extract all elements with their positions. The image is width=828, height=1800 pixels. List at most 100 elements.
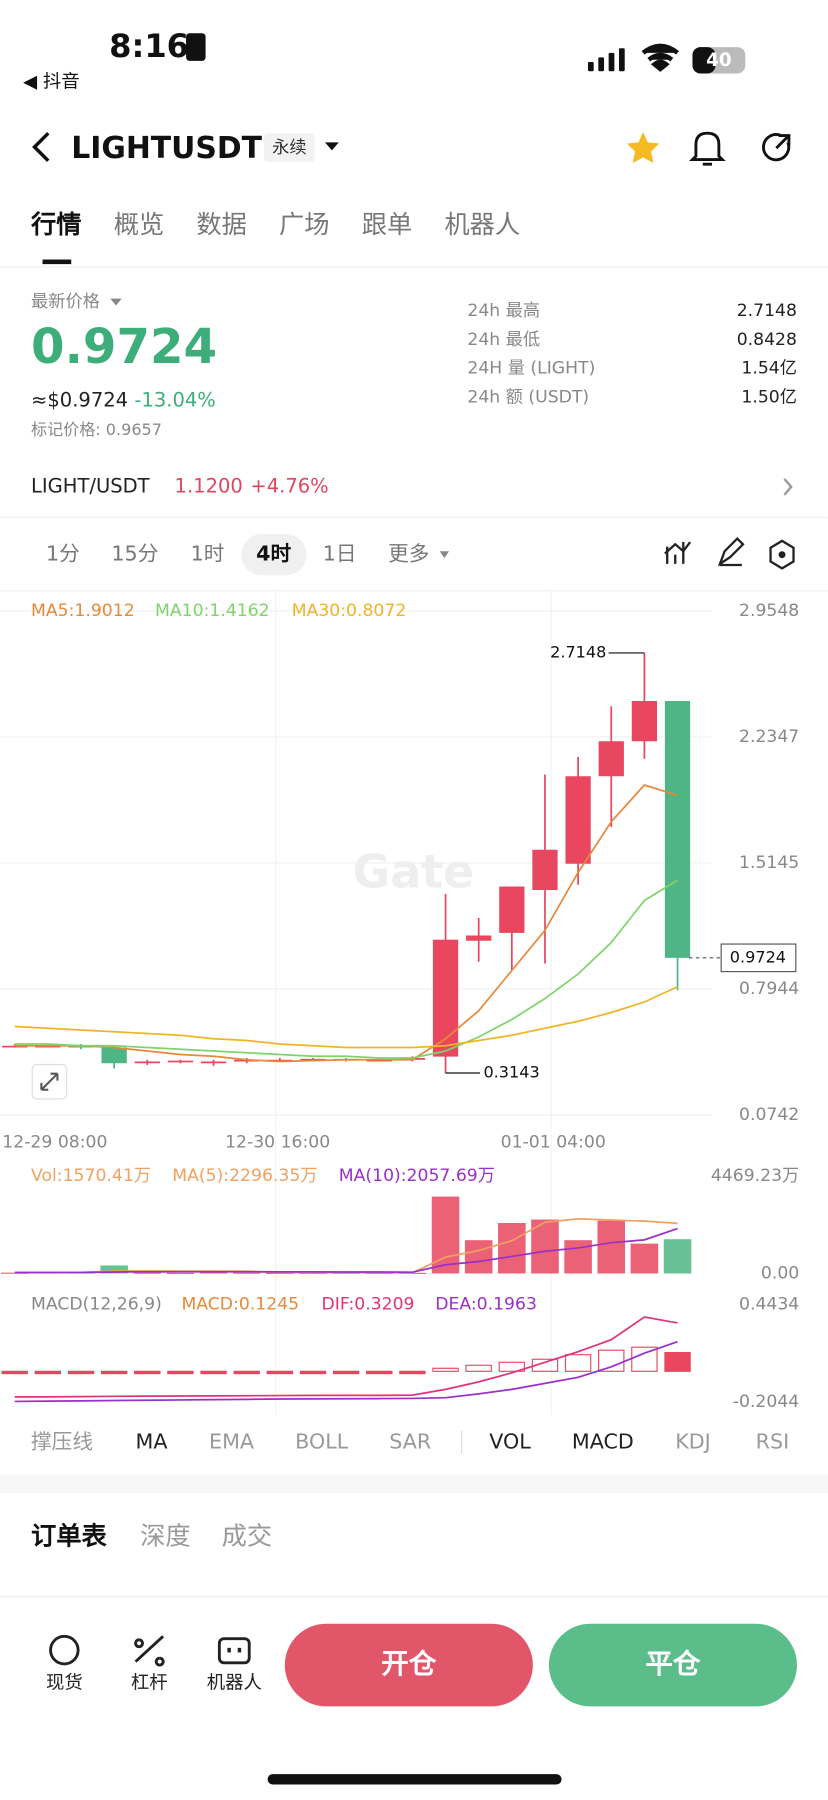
spot-icon[interactable]: [49, 1634, 80, 1666]
macd-bar: [332, 1370, 360, 1375]
bot-icon[interactable]: [217, 1637, 251, 1665]
indicator-tab[interactable]: 撑压线: [31, 1429, 93, 1453]
volume-bar: [498, 1222, 526, 1274]
ma-legend: MA10:1.4162: [155, 601, 270, 621]
interval[interactable]: 15分: [111, 542, 158, 566]
ma-line: [14, 985, 678, 1049]
macd-bar: [67, 1370, 95, 1375]
battery-level: [692, 47, 716, 74]
back-button[interactable]: [32, 131, 50, 162]
candle-body: [432, 939, 459, 1057]
tab[interactable]: 机器人: [444, 210, 520, 239]
tab[interactable]: 跟单: [362, 210, 413, 239]
indicator-icon[interactable]: [664, 541, 692, 564]
stat-value: 1.50亿: [741, 387, 797, 407]
volume-bar: [663, 1239, 692, 1274]
nav-label[interactable]: 机器人: [207, 1672, 262, 1693]
indicator-tab[interactable]: MACD: [572, 1429, 634, 1453]
interval[interactable]: 4时: [256, 542, 291, 566]
candle-body: [664, 701, 691, 958]
interval[interactable]: 更多: [388, 542, 429, 566]
chevron[interactable]: [783, 478, 793, 496]
low-annotation: 0.3143: [483, 1063, 539, 1082]
watermark: Gate: [353, 845, 475, 899]
back-to-app[interactable]: ◀ 抖音: [23, 72, 80, 93]
y-tick-label: 0.00: [761, 1263, 799, 1283]
x-tick-label: 12-29 08:00: [2, 1133, 107, 1153]
settings-icon-dot: [778, 551, 786, 559]
book-tab[interactable]: 深度: [140, 1522, 191, 1551]
macd-legend: MACD:0.1245: [181, 1294, 299, 1314]
dropdown-arrow[interactable]: [439, 551, 450, 559]
indicator-tab[interactable]: VOL: [489, 1429, 531, 1453]
indicator-tab[interactable]: SAR: [389, 1429, 431, 1453]
nav-label[interactable]: 杠杆: [131, 1672, 168, 1693]
macd-bar: [664, 1351, 691, 1372]
dropdown-arrow[interactable]: [325, 142, 339, 151]
stat-value: 1.54亿: [741, 359, 797, 379]
y-tick-label: 2.2347: [739, 727, 799, 747]
macd-bar: [266, 1370, 294, 1375]
ma-legend: MA30:0.8072: [292, 601, 407, 621]
tab[interactable]: 行情: [30, 210, 82, 239]
interval[interactable]: 1分: [46, 542, 80, 566]
y-tick-label: 2.9548: [739, 601, 799, 621]
interval-selected: [241, 533, 307, 576]
indicator-tab[interactable]: MA: [136, 1429, 168, 1453]
tab[interactable]: 概览: [114, 210, 165, 239]
tab-underline: [42, 259, 72, 265]
ma-line: [14, 784, 678, 1063]
close-button-label[interactable]: 平仓: [645, 1648, 701, 1680]
candle-body: [68, 1045, 94, 1048]
macd-bar: [465, 1364, 492, 1372]
candle-body: [466, 935, 492, 941]
spot-pair[interactable]: LIGHT/USDT: [31, 474, 150, 497]
open-button-label[interactable]: 开仓: [381, 1648, 437, 1680]
macd-bar: [531, 1358, 559, 1372]
candle-body: [234, 1059, 260, 1062]
alert-bell[interactable]: [689, 131, 726, 166]
interval[interactable]: 1时: [191, 542, 225, 566]
indicator-tab[interactable]: KDJ: [675, 1429, 711, 1453]
macd-legend: DEA:0.1963: [435, 1294, 537, 1314]
indicator-tab[interactable]: BOLL: [295, 1429, 349, 1453]
y-tick-label: 0.0742: [739, 1105, 799, 1125]
volume-bar: [464, 1240, 493, 1274]
ma-legend: MA5:1.9012: [31, 601, 135, 621]
indicator-tab[interactable]: EMA: [209, 1429, 254, 1453]
indicator-tab[interactable]: RSI: [756, 1429, 790, 1453]
nav-label[interactable]: 现货: [46, 1672, 83, 1693]
volume-bar: [0, 1272, 29, 1274]
signal-icon: [587, 48, 625, 72]
margin-icon[interactable]: [134, 1635, 165, 1667]
dif-line: [14, 1316, 678, 1398]
home-indicator: [267, 1774, 562, 1785]
stat-value: 2.7148: [737, 301, 797, 321]
price-change: -13.04%: [134, 388, 215, 411]
high-annotation: 2.7148: [550, 642, 606, 661]
draw-icon[interactable]: [717, 536, 745, 567]
volume-legend: MA(10):2057.69万: [339, 1166, 495, 1186]
interval[interactable]: 1日: [323, 542, 357, 566]
candle-body: [200, 1061, 227, 1064]
candle-body: [267, 1059, 293, 1062]
favorite-star[interactable]: [627, 132, 660, 164]
spot-price: 1.1200: [175, 474, 243, 497]
tab[interactable]: 数据: [196, 210, 247, 239]
mark-price: 标记价格: 0.9657: [31, 420, 162, 439]
settings-icon[interactable]: [769, 539, 795, 570]
divider: [0, 590, 828, 592]
dropdown-arrow[interactable]: [110, 298, 122, 306]
open-button[interactable]: [284, 1623, 533, 1707]
expand-icon: [40, 1072, 59, 1091]
tab[interactable]: 广场: [279, 210, 330, 239]
book-tab[interactable]: 订单表: [31, 1522, 107, 1551]
book-tab[interactable]: 成交: [222, 1522, 272, 1551]
candle-body: [598, 741, 624, 777]
close-button[interactable]: [548, 1623, 797, 1707]
share-icon[interactable]: [762, 133, 791, 162]
volume-ma-line: [14, 1227, 678, 1274]
